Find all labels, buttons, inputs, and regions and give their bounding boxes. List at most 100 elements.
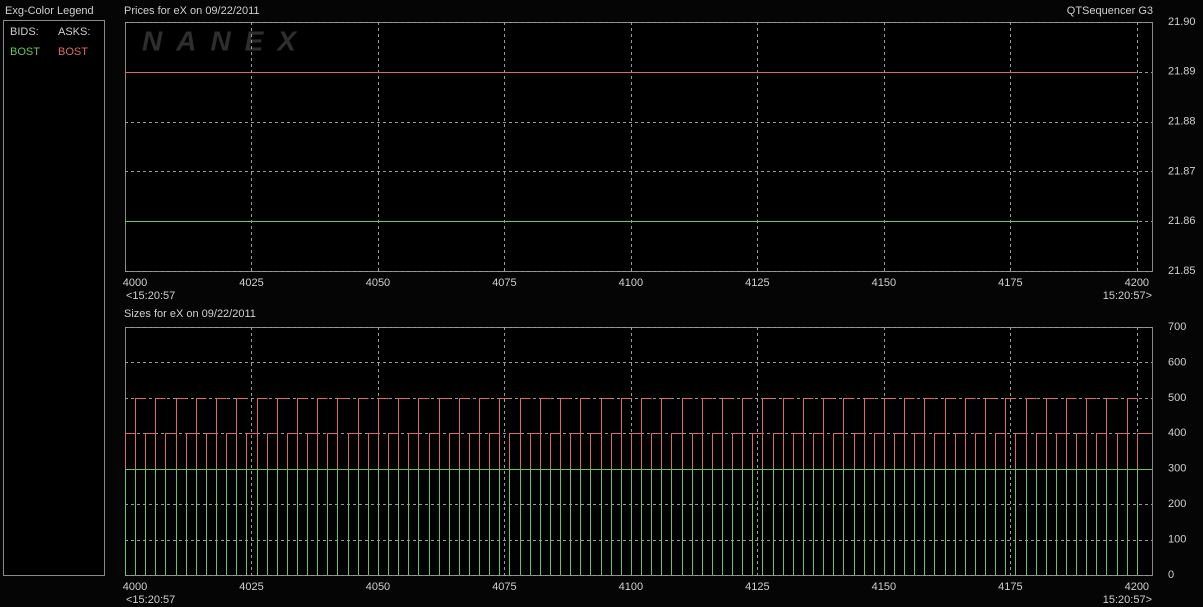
legend-title: Exg-Color Legend (5, 5, 94, 17)
y-tick-label: 400 (1168, 427, 1186, 439)
x-tick-label: 4075 (492, 581, 516, 593)
plot-area (125, 22, 1153, 272)
y-tick-label: 300 (1168, 463, 1186, 475)
size-bar (459, 469, 470, 575)
y-tick-label: 100 (1168, 533, 1186, 545)
size-bar (246, 469, 258, 575)
size-bar (540, 469, 551, 575)
x-tick-label: 4150 (872, 581, 896, 593)
size-bar (682, 469, 693, 575)
size-bar (783, 469, 794, 575)
size-bar (1137, 469, 1152, 575)
size-bar (924, 469, 935, 575)
size-bar (803, 469, 814, 575)
size-bar (671, 469, 683, 575)
size-bar (155, 469, 166, 575)
size-bar (216, 469, 227, 575)
legend-column: BIDS: (10, 26, 39, 38)
size-bar (712, 469, 723, 575)
size-bar (732, 469, 743, 575)
x-start-label: <15:20:57 (126, 290, 175, 302)
size-bar (580, 469, 591, 575)
legend-entry: BOST (58, 46, 88, 58)
legend-column: ASKS: (58, 26, 90, 38)
size-bar (1046, 469, 1057, 575)
x-tick-label: 4025 (239, 581, 263, 593)
size-bar (479, 469, 490, 575)
size-bar (277, 469, 288, 575)
x-tick-label: 4025 (239, 277, 263, 289)
size-bar (520, 469, 531, 575)
size-bar (661, 469, 672, 575)
x-tick-label: 4100 (619, 581, 643, 593)
size-bar (793, 469, 804, 575)
size-bar (722, 469, 733, 575)
y-tick-label: 21.89 (1168, 66, 1196, 78)
size-bar (287, 469, 298, 575)
y-tick-label: 500 (1168, 392, 1186, 404)
size-bar (631, 469, 642, 575)
size-bar (995, 469, 1006, 575)
app-title: QTSequencer G3 (1067, 5, 1153, 17)
size-bar (985, 469, 996, 575)
size-bar (874, 469, 885, 575)
chart-title: Sizes for eX on 09/22/2011 (124, 308, 256, 320)
size-bar (702, 469, 713, 575)
size-bar (864, 469, 875, 575)
size-bar (408, 469, 419, 575)
size-bar (509, 469, 521, 575)
size-bar (762, 469, 774, 575)
size-bar (186, 469, 197, 575)
size-bar (1056, 469, 1067, 575)
size-bar (1026, 469, 1037, 575)
x-tick-label: 4125 (745, 277, 769, 289)
size-bar (590, 469, 602, 575)
size-bar (934, 469, 946, 575)
size-bar (307, 469, 318, 575)
x-tick-label: 4050 (366, 581, 390, 593)
size-bar (418, 469, 430, 575)
size-bar (145, 469, 156, 575)
y-tick-label: 21.90 (1168, 16, 1196, 28)
size-bar (206, 469, 217, 575)
size-bar (965, 469, 976, 575)
size-bar (1086, 469, 1097, 575)
x-tick-label: 4050 (366, 277, 390, 289)
x-tick-label: 4000 (123, 277, 147, 289)
size-bar (904, 469, 915, 575)
size-bar (398, 469, 409, 575)
size-bar (773, 469, 784, 575)
size-bar (611, 469, 622, 575)
size-bar (1106, 469, 1118, 575)
size-bar (358, 469, 369, 575)
y-tick-label: 700 (1168, 321, 1186, 333)
size-bar (955, 469, 966, 575)
size-bar (469, 469, 480, 575)
size-bar (1066, 469, 1077, 575)
chart-title: Prices for eX on 09/22/2011 (124, 5, 260, 17)
size-bar (1117, 469, 1128, 575)
size-bar (914, 469, 925, 575)
size-bar (297, 469, 308, 575)
y-tick-label: 0 (1168, 569, 1174, 581)
size-bar (236, 469, 247, 575)
size-bar (388, 469, 399, 575)
size-bar (489, 469, 500, 575)
watermark: NANEX (142, 25, 310, 56)
y-tick-label: 21.87 (1168, 165, 1196, 177)
size-bar (337, 469, 349, 575)
size-bar (530, 469, 541, 575)
y-tick-label: 21.88 (1168, 116, 1196, 128)
x-tick-label: 4125 (745, 581, 769, 593)
size-bar (439, 469, 450, 575)
x-start-label: <15:20:57 (126, 594, 175, 606)
size-bar (1005, 469, 1016, 575)
size-bar (651, 469, 662, 575)
x-tick-label: 4200 (1125, 277, 1149, 289)
x-end-label: 15:20:57> (1103, 594, 1152, 606)
size-bar (267, 469, 278, 575)
x-tick-label: 4150 (872, 277, 896, 289)
size-bar (843, 469, 855, 575)
legend-entry: BOST (10, 46, 40, 58)
size-bar (1076, 469, 1087, 575)
